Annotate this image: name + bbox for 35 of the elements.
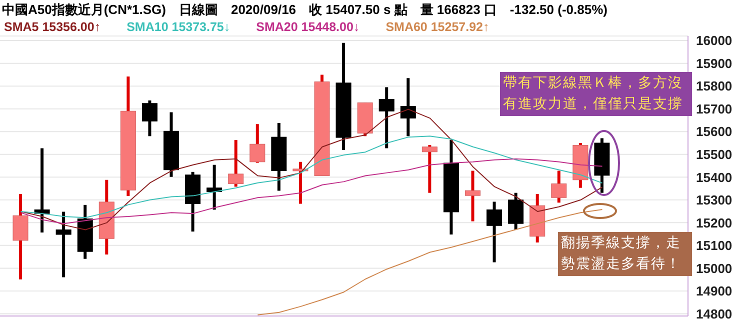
y-tick-label: 15300 <box>696 192 732 208</box>
candlestick <box>465 170 480 222</box>
y-tick-label: 14800 <box>696 306 732 322</box>
text: SMA60 15257.92↑ <box>386 20 490 34</box>
candlestick <box>228 140 244 187</box>
candlestick <box>508 192 524 230</box>
y-tick-label: 15900 <box>696 56 732 71</box>
text: SMA5 15356.00↑ <box>4 20 101 34</box>
annotation: 帶有下影線黑Ｋ棒，多方沒有進攻力道，僅僅只是支撐 <box>500 72 692 116</box>
text: SMA10 15373.75↓ <box>126 20 230 34</box>
candlestick <box>56 212 72 278</box>
y-tick-label: 16000 <box>696 33 732 48</box>
annotation: 翻揚季線支撐，走勢震盪走多看待！ <box>558 232 692 276</box>
candlestick <box>486 202 502 262</box>
y-tick-label: 15100 <box>696 238 732 254</box>
candlestick <box>206 164 222 210</box>
y-tick-label: 15600 <box>696 124 732 140</box>
candlestick <box>400 78 416 136</box>
candlestick <box>551 170 567 203</box>
text: SMA20 15448.00↓ <box>256 20 360 34</box>
y-tick-label: 14900 <box>696 284 732 299</box>
y-tick-label: 15500 <box>696 146 732 162</box>
y-tick-label: 15700 <box>696 101 732 116</box>
candlestick <box>142 100 158 136</box>
candlestick <box>292 162 308 204</box>
y-tick-label: 15400 <box>696 170 732 185</box>
chart-title: 中國A50指數近月(CN*1.SG) 日線圖 2020/09/16 收 15407.50 s 點 量 166823 口 -132.50 (-0.85%) <box>2 1 608 19</box>
candlestick <box>250 124 266 163</box>
line-series <box>20 136 603 218</box>
y-tick-label: 15000 <box>696 260 732 276</box>
candlestick <box>422 145 438 193</box>
y-tick-label: 15800 <box>696 78 732 94</box>
y-tick-label: 15200 <box>696 215 732 230</box>
candlestick <box>378 87 394 148</box>
candlestick <box>34 148 50 232</box>
